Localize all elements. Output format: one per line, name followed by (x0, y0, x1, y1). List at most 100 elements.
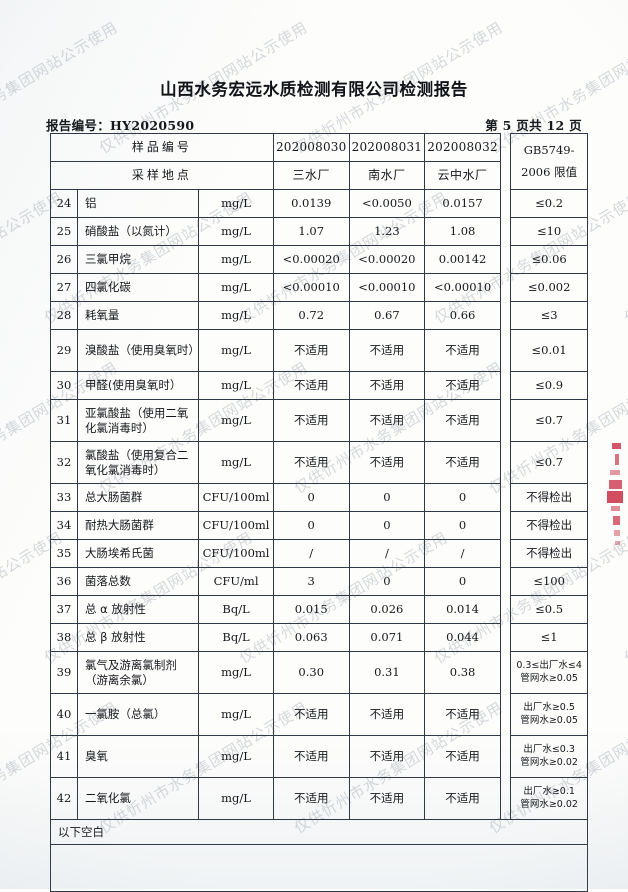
row-parameter-name-42: 二氧化氯 (76, 777, 200, 820)
row-value-37-s2: 0.026 (348, 595, 426, 624)
table-row: 30 甲醛(使用臭氧时） mg/L 不适用 不适用 不适用 ≤0.9 (50, 371, 588, 400)
row-parameter-name-29: 溴酸盐（使用臭氧时） (76, 329, 200, 372)
row-unit-29: mg/L (198, 329, 274, 372)
header-sample-no-2: 202008031 (348, 133, 426, 162)
row-value-26-s1: <0.00020 (272, 245, 350, 274)
table-blank-row (50, 844, 588, 892)
row-limit-27: ≤0.002 (510, 273, 588, 302)
table-row: 26 三氯甲烷 mg/L <0.00020 <0.00020 0.00142 ≤0.06 (50, 245, 588, 274)
row-value-30-s2: 不适用 (348, 371, 426, 400)
row-value-37-s1: 0.015 (272, 595, 350, 624)
row-value-24-s1: 0.0139 (272, 189, 350, 218)
row-value-24-s3: 0.0157 (424, 189, 501, 218)
row-unit-35: CFU/100ml (198, 539, 274, 568)
header-sample-site-1: 三水厂 (272, 161, 350, 190)
table-gutter (499, 245, 512, 274)
row-value-25-s1: 1.07 (272, 217, 350, 246)
table-gutter (499, 483, 512, 512)
row-value-32-s1: 不适用 (272, 441, 350, 484)
footer-note: 以下空白 (50, 819, 588, 845)
row-parameter-name-36: 菌落总数 (76, 567, 200, 596)
page-title: 山西水务宏远水质检测有限公司检测报告 (160, 80, 468, 99)
table-row: 38 总 β 放射性 Bq/L 0.063 0.071 0.044 ≤1 (50, 623, 588, 652)
header-sample-no-label: 样品编号 (50, 133, 274, 162)
row-limit-39: 0.3≤出厂水≤4 管网水≥0.05 (510, 651, 588, 694)
row-unit-39: mg/L (198, 651, 274, 694)
row-unit-34: CFU/100ml (198, 511, 274, 540)
table-row: 24 铝 mg/L 0.0139 <0.0050 0.0157 ≤0.2 (50, 189, 588, 218)
table-gutter (499, 133, 512, 190)
row-value-40-s2: 不适用 (348, 693, 426, 736)
table-row: 40 一氯胺（总氯） mg/L 不适用 不适用 不适用 出厂水≥0.5 管网水≥0.05 (50, 693, 588, 736)
row-value-36-s1: 3 (272, 567, 350, 596)
row-value-39-s3: 0.38 (424, 651, 501, 694)
report-number: 报告编号：HY2020590 (46, 115, 194, 134)
row-limit-29: ≤0.01 (510, 329, 588, 372)
row-unit-37: Bq/L (198, 595, 274, 624)
row-index-37: 37 (50, 595, 78, 624)
row-value-27-s1: <0.00010 (272, 273, 350, 302)
row-value-35-s2: / (348, 539, 426, 568)
row-value-38-s1: 0.063 (272, 623, 350, 652)
row-parameter-name-28: 耗氧量 (76, 301, 200, 330)
table-gutter (499, 651, 512, 694)
row-value-25-s2: 1.23 (348, 217, 426, 246)
row-value-39-s2: 0.31 (348, 651, 426, 694)
row-value-36-s3: 0 (424, 567, 501, 596)
row-value-27-s3: <0.00010 (424, 273, 501, 302)
row-index-28: 28 (50, 301, 78, 330)
row-value-34-s2: 0 (348, 511, 426, 540)
row-limit-41: 出厂水≤0.3 管网水≥0.02 (510, 735, 588, 778)
row-value-33-s1: 0 (272, 483, 350, 512)
row-index-34: 34 (50, 511, 78, 540)
row-unit-24: mg/L (198, 189, 274, 218)
row-unit-26: mg/L (198, 245, 274, 274)
row-value-37-s3: 0.014 (424, 595, 501, 624)
row-value-26-s3: 0.00142 (424, 245, 501, 274)
row-value-38-s2: 0.071 (348, 623, 426, 652)
row-parameter-name-33: 总大肠菌群 (76, 483, 200, 512)
row-limit-25: ≤10 (510, 217, 588, 246)
row-limit-36: ≤100 (510, 567, 588, 596)
row-parameter-name-38: 总 β 放射性 (76, 623, 200, 652)
row-limit-33: 不得检出 (510, 483, 588, 512)
row-value-40-s1: 不适用 (272, 693, 350, 736)
row-value-42-s1: 不适用 (272, 777, 350, 820)
table-gutter (499, 623, 512, 652)
row-parameter-name-34: 耐热大肠菌群 (76, 511, 200, 540)
row-value-29-s2: 不适用 (348, 329, 426, 372)
row-limit-26: ≤0.06 (510, 245, 588, 274)
row-index-42: 42 (50, 777, 78, 820)
table-row: 41 臭氧 mg/L 不适用 不适用 不适用 出厂水≤0.3 管网水≥0.02 (50, 735, 588, 778)
row-unit-31: mg/L (198, 399, 274, 442)
row-value-40-s3: 不适用 (424, 693, 501, 736)
row-index-33: 33 (50, 483, 78, 512)
table-gutter (499, 189, 512, 218)
table-row: 25 硝酸盐（以氮计） mg/L 1.07 1.23 1.08 ≤10 (50, 217, 588, 246)
row-value-39-s1: 0.30 (272, 651, 350, 694)
row-value-35-s3: / (424, 539, 501, 568)
row-limit-37: ≤0.5 (510, 595, 588, 624)
results-table-wrapper: 样品编号 202008030 202008031 202008032 GB5749- 20… (50, 133, 588, 892)
header-sample-site-3: 云中水厂 (424, 161, 501, 190)
row-unit-38: Bq/L (198, 623, 274, 652)
row-value-26-s2: <0.00020 (348, 245, 426, 274)
row-value-34-s1: 0 (272, 511, 350, 540)
row-limit-24: ≤0.2 (510, 189, 588, 218)
row-value-42-s3: 不适用 (424, 777, 501, 820)
table-row: 33 总大肠菌群 CFU/100ml 0 0 0 不得检出 (50, 483, 588, 512)
page-number: 第 5 页共 12 页 (485, 118, 582, 133)
row-value-31-s2: 不适用 (348, 399, 426, 442)
table-gutter (499, 217, 512, 246)
row-unit-40: mg/L (198, 693, 274, 736)
row-value-41-s1: 不适用 (272, 735, 350, 778)
row-limit-40: 出厂水≥0.5 管网水≥0.05 (510, 693, 588, 736)
table-gutter (499, 777, 512, 820)
row-parameter-name-31: 亚氯酸盐（使用二氧化氯消毒时） (76, 399, 200, 442)
header-sample-no-1: 202008030 (272, 133, 350, 162)
row-parameter-name-41: 臭氧 (76, 735, 200, 778)
row-parameter-name-25: 硝酸盐（以氮计） (76, 217, 200, 246)
table-gutter (499, 595, 512, 624)
table-row: 27 四氯化碳 mg/L <0.00010 <0.00010 <0.00010 ≤0.002 (50, 273, 588, 302)
row-parameter-name-35: 大肠埃希氏菌 (76, 539, 200, 568)
